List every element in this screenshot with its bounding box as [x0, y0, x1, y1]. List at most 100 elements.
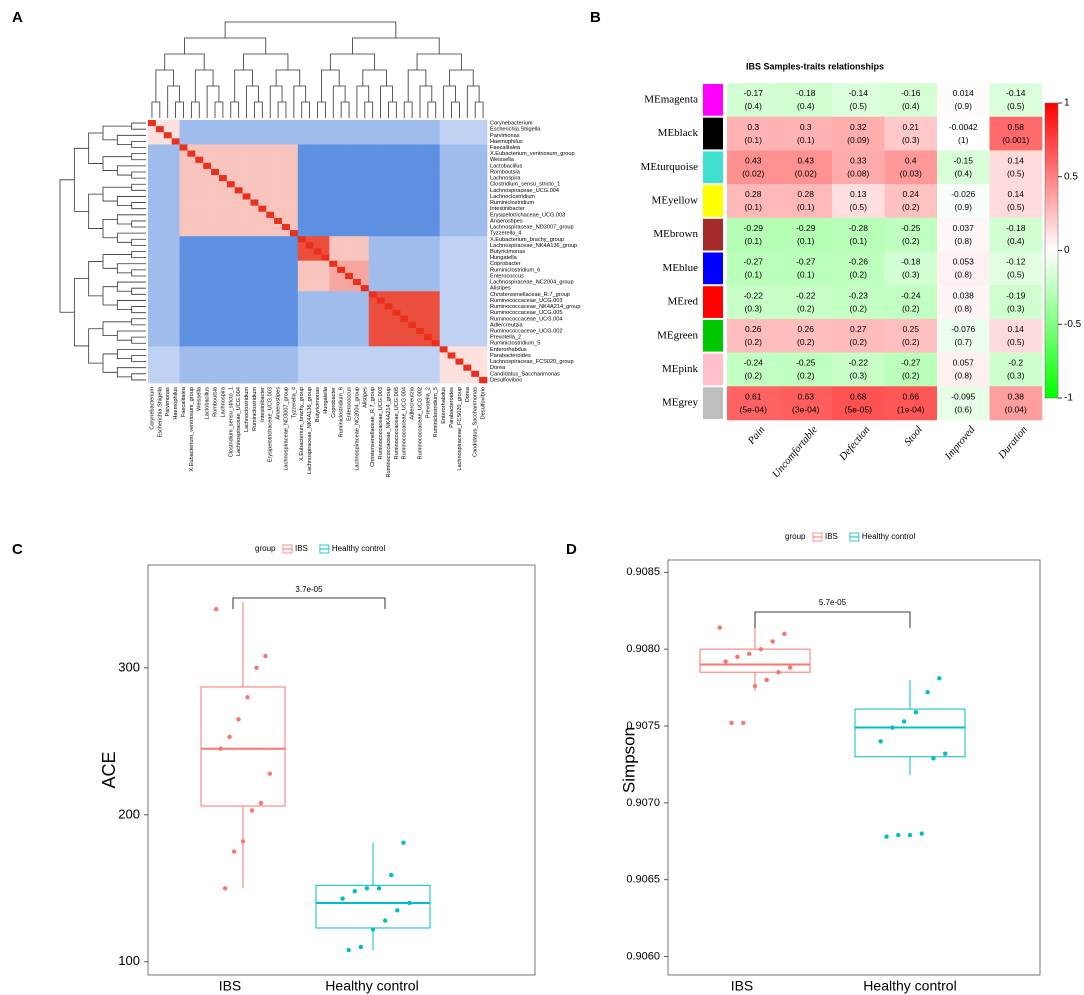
cell-value: 0.68: [850, 391, 867, 401]
heatmap-cell: [376, 211, 385, 219]
heatmap-cell: [305, 242, 314, 249]
cell-p-value: (0.04): [1005, 404, 1027, 414]
heatmap-cell: [471, 230, 480, 237]
heatmap-cell: [211, 248, 220, 255]
heatmap-cell: [250, 340, 259, 347]
heatmap-cell: [439, 285, 448, 292]
heatmap-cell: [289, 370, 299, 378]
heatmap-cell: [195, 156, 204, 164]
heatmap-cell: [305, 364, 314, 372]
heatmap-cell: [195, 358, 204, 365]
heatmap-cell: [360, 297, 370, 304]
heatmap-cell: [384, 162, 393, 170]
heatmap-cell: [439, 211, 448, 219]
row-label: MEbrown: [653, 228, 698, 240]
heatmap-cell: [274, 120, 283, 127]
heatmap-cell: [408, 303, 417, 310]
heatmap-cell: [282, 156, 291, 164]
row-label: Weissella: [490, 157, 515, 163]
heatmap-cell: [313, 272, 322, 280]
heatmap-cell: [360, 352, 370, 359]
heatmap-cell: [416, 248, 425, 255]
heatmap-cell: [234, 168, 243, 176]
heatmap-cell: [439, 168, 448, 176]
cell-value: 0.3: [747, 122, 759, 132]
heatmap-cell: [297, 144, 306, 151]
heatmap-cell: [431, 303, 440, 310]
heatmap-cell: [171, 211, 180, 219]
heatmap-cell: [266, 376, 275, 384]
heatmap-cell: [337, 272, 346, 280]
heatmap-cell: [266, 285, 275, 292]
colorbar-tick-label: 1: [1064, 98, 1070, 109]
heatmap-cell: [368, 156, 377, 164]
heatmap-cell: [148, 340, 157, 347]
heatmap-cell: [368, 327, 377, 335]
heatmap-cell: [423, 162, 433, 170]
heatmap-cell: [187, 297, 196, 304]
heatmap-cell: [479, 120, 488, 127]
column-label: Improved: [943, 424, 978, 463]
heatmap-cell: [408, 358, 417, 365]
heatmap-cell: [408, 236, 417, 243]
heatmap-cell: [416, 321, 425, 329]
heatmap-cell: [218, 236, 228, 243]
data-point: [231, 849, 237, 854]
heatmap-cell: [258, 376, 267, 384]
heatmap-cell: [471, 187, 480, 194]
heatmap-cell: [297, 211, 306, 219]
dendrogram-branch: [151, 101, 161, 118]
heatmap-cell: [384, 266, 393, 274]
heatmap-cell: [234, 162, 243, 170]
cell-p-value: (0.2): [902, 303, 920, 313]
heatmap-cell: [274, 132, 283, 139]
heatmap-cell: [392, 297, 401, 304]
heatmap-cell: [423, 223, 433, 231]
heatmap-cell: [266, 242, 275, 249]
heatmap-cell: [392, 132, 401, 139]
heatmap-cell: [455, 211, 464, 219]
column-label: Ruminococcaceae_UCG.004: [402, 387, 408, 459]
heatmap-cell: [163, 260, 172, 268]
column-label: Dorea: [465, 386, 471, 402]
heatmap-cell: [297, 120, 306, 127]
heatmap-cell: [321, 150, 330, 157]
heatmap-cell: [447, 187, 456, 194]
heatmap-cell: [297, 199, 306, 206]
data-point: [884, 834, 889, 839]
heatmap-cell: [368, 248, 377, 255]
module-color: [703, 319, 723, 352]
heatmap-cell: [195, 168, 204, 176]
cell-p-value: (0.3): [1007, 303, 1025, 313]
row-label: Ruminococcaceae_NK4A214_group: [490, 304, 581, 310]
heatmap-cell: [274, 248, 283, 255]
heatmap-cell: [171, 223, 180, 231]
heatmap-cell: [203, 132, 212, 139]
heatmap-cell: [937, 285, 990, 320]
heatmap-cell: [384, 358, 393, 365]
heatmap-cell: [416, 279, 425, 286]
heatmap-cell: [408, 138, 417, 145]
heatmap-cell: [274, 266, 283, 274]
heatmap-cell: [376, 334, 385, 341]
cell-p-value: (0.8): [955, 371, 973, 381]
heatmap-cell: [384, 144, 393, 151]
heatmap-cell: [423, 285, 433, 292]
heatmap-cell: [297, 272, 306, 280]
heatmap-cell: [195, 291, 204, 298]
heatmap-cell: [471, 120, 480, 127]
heatmap-cell: [392, 211, 401, 219]
heatmap-cell: [274, 272, 283, 280]
heatmap-cell: [727, 318, 780, 353]
heatmap-cell: [218, 162, 228, 170]
heatmap-cell: [439, 376, 448, 384]
y-tick-label: 0.9060: [626, 950, 660, 962]
heatmap-cell: [392, 303, 401, 310]
row-label: Lachnospiraceae_NK4A136_group: [490, 243, 577, 249]
heatmap-cell: [337, 144, 346, 151]
heatmap-cell: [329, 279, 338, 286]
column-label: Lachnospiraceae_FCS020_group: [457, 387, 463, 471]
heatmap-cell: [832, 150, 885, 185]
dendrogram-branch: [427, 101, 437, 118]
y-tick-label: 300: [118, 659, 140, 674]
